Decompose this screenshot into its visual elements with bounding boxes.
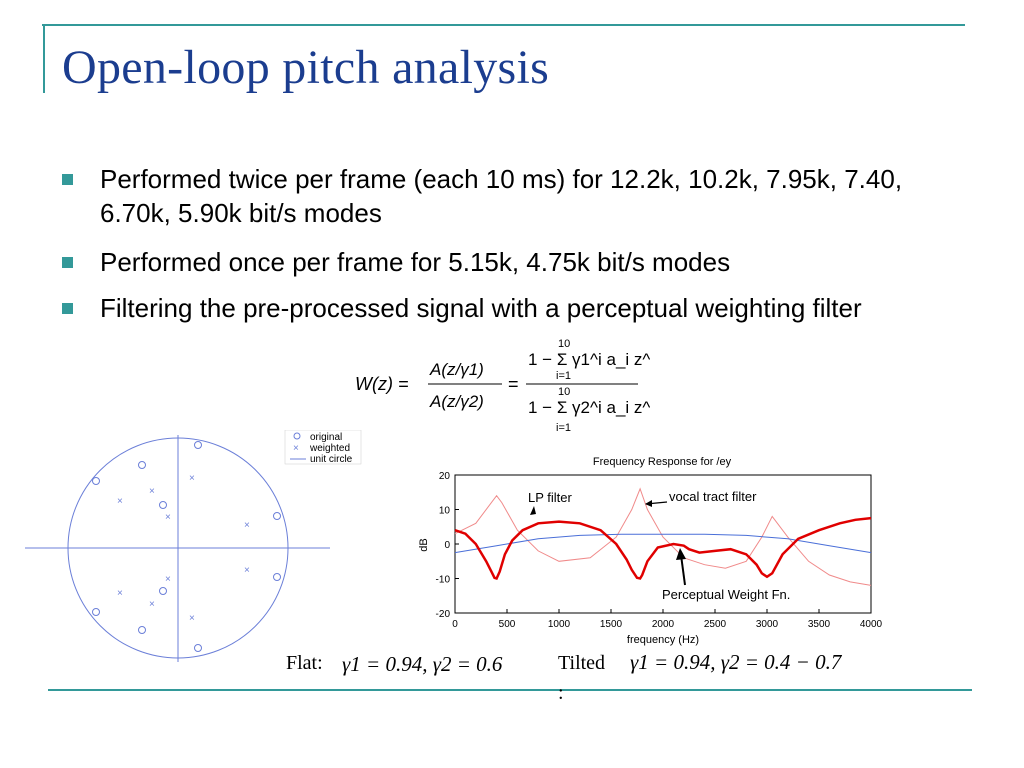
original-root-marker bbox=[92, 477, 100, 485]
y-axis-label: dB bbox=[418, 538, 430, 551]
weighted-root-marker: × bbox=[189, 613, 195, 624]
weighted-root-marker: × bbox=[244, 520, 250, 531]
slide-title: Open-loop pitch analysis bbox=[62, 41, 550, 94]
pole-zero-plot: × × × × × × × × × × original × weighted unit circ… bbox=[25, 430, 362, 662]
original-root-marker bbox=[92, 608, 100, 616]
formula-frac2-den: 1 − Σ γ2^i a_i z^−i bbox=[528, 398, 650, 417]
weighted-root-marker: × bbox=[189, 473, 195, 484]
formula-frac2-num: 1 − Σ γ1^i a_i z^−i bbox=[528, 350, 650, 369]
chart-title: Frequency Response for /ey bbox=[593, 456, 732, 468]
bullet-text: Performed twice per frame (each 10 ms) f… bbox=[100, 164, 903, 228]
original-root-marker bbox=[138, 461, 146, 469]
x-tick-label: 500 bbox=[499, 619, 516, 630]
formula-lhs: W(z) = bbox=[355, 374, 409, 394]
weighted-root-marker: × bbox=[117, 496, 123, 507]
y-tick-label: 0 bbox=[444, 540, 450, 551]
pz-marks: × × × × × × × × × × bbox=[92, 441, 281, 652]
x-tick-label: 2500 bbox=[704, 619, 727, 630]
legend-original: original bbox=[310, 432, 342, 443]
series-line-1 bbox=[454, 533, 872, 554]
original-marker-icon bbox=[293, 432, 301, 440]
flat-equation: γ1 = 0.94, γ2 = 0.6 bbox=[342, 652, 503, 676]
legend-unit-circle: unit circle bbox=[310, 454, 353, 465]
weighted-root-marker: × bbox=[117, 588, 123, 599]
y-tick-label: -10 bbox=[436, 575, 451, 586]
sum-upper: 10 bbox=[558, 338, 570, 350]
tilted-colon: : bbox=[558, 682, 564, 704]
weighted-root-marker: × bbox=[165, 512, 171, 523]
plot-area bbox=[454, 474, 872, 614]
x-tick-label: 1000 bbox=[548, 619, 571, 630]
flat-label: Flat: bbox=[286, 652, 323, 674]
y-tick-label: -20 bbox=[436, 609, 451, 620]
bullet-text: Filtering the pre-processed signal with … bbox=[100, 293, 862, 323]
x-tick-label: 0 bbox=[452, 619, 458, 630]
bullet-text: Performed once per frame for 5.15k, 4.75… bbox=[100, 247, 731, 277]
weighted-marker-icon: × bbox=[293, 443, 299, 454]
unit-circle bbox=[67, 437, 289, 659]
sum-upper: 10 bbox=[558, 386, 570, 398]
square-bullet-icon bbox=[62, 303, 73, 314]
formula-frac1-den: A(z/γ2) bbox=[429, 392, 484, 411]
y-tick-label: 10 bbox=[439, 506, 451, 517]
legend-weighted: weighted bbox=[309, 443, 350, 454]
formula-equals: = bbox=[508, 374, 519, 394]
x-axis-label: frequency (Hz) bbox=[627, 634, 699, 646]
annotation-lp-filter: LP filter bbox=[528, 490, 573, 505]
x-tick-label: 1500 bbox=[600, 619, 623, 630]
sum-lower: i=1 bbox=[556, 422, 571, 434]
pz-legend-box bbox=[284, 430, 362, 465]
series-line-0 bbox=[454, 516, 872, 581]
tilted-equation: γ1 = 0.94, γ2 = 0.4 − 0.7 bbox=[630, 650, 842, 674]
weighted-root-marker: × bbox=[244, 565, 250, 576]
vocal-tract-arrowhead bbox=[645, 500, 652, 507]
tilted-label: Tilted bbox=[558, 652, 606, 674]
x-tick-label: 3500 bbox=[808, 619, 831, 630]
weighted-root-marker: × bbox=[149, 486, 155, 497]
chart-ticks: 0 500 1000 1500 2000 2500 3000 3500 4000 20 10 0 -10… bbox=[436, 471, 883, 630]
x-tick-label: 2000 bbox=[652, 619, 675, 630]
weighted-root-marker: × bbox=[165, 574, 171, 585]
lp-filter-arrow bbox=[530, 506, 536, 515]
weighted-root-marker: × bbox=[149, 599, 155, 610]
perceptual-arrowhead bbox=[676, 548, 686, 560]
original-root-marker bbox=[273, 512, 281, 520]
series-line-2 bbox=[454, 487, 872, 586]
chart-series bbox=[454, 487, 872, 586]
annotation-perceptual: Perceptual Weight Fn. bbox=[662, 587, 790, 602]
sum-lower: i=1 bbox=[556, 370, 571, 382]
original-root-marker bbox=[273, 573, 281, 581]
weighting-filter-formula: W(z) = A(z/γ1) A(z/γ2) = 10 1 − Σ γ1^i a… bbox=[355, 338, 650, 434]
original-root-marker bbox=[194, 441, 202, 449]
annotation-vocal-tract: vocal tract filter bbox=[669, 489, 757, 504]
original-root-marker bbox=[159, 501, 167, 509]
formula-frac1-num: A(z/γ1) bbox=[429, 360, 484, 379]
y-tick-label: 20 bbox=[439, 471, 451, 482]
original-root-marker bbox=[159, 587, 167, 595]
original-root-marker bbox=[194, 644, 202, 652]
original-root-marker bbox=[138, 626, 146, 634]
x-tick-label: 4000 bbox=[860, 619, 883, 630]
x-tick-label: 3000 bbox=[756, 619, 779, 630]
frequency-response-chart: Frequency Response for /ey 0 500 1000 1500 2… bbox=[418, 456, 883, 646]
square-bullet-icon bbox=[62, 257, 73, 268]
square-bullet-icon bbox=[62, 174, 73, 185]
perceptual-arrow bbox=[680, 554, 686, 586]
